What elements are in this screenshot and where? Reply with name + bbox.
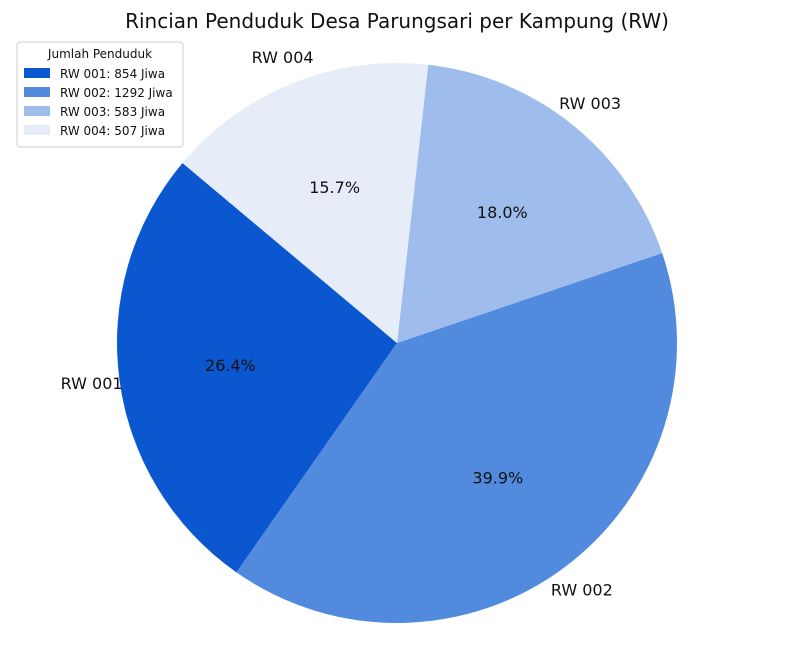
pie-slice-rw-003 [397, 64, 663, 344]
legend-swatch [24, 68, 50, 78]
legend-entries: RW 001: 854 Jiwa RW 002: 1292 Jiwa RW 003:… [24, 67, 173, 138]
legend-swatch [24, 125, 50, 135]
category-label: RW 003 [559, 94, 621, 113]
pie-labels: 26.4% RW 001 39.9% RW 002 18.0% RW 003 15.7% RW… [61, 48, 621, 599]
legend-swatch [24, 87, 50, 97]
category-label: RW 002 [551, 580, 613, 599]
legend-frame [16, 41, 184, 148]
percent-label: 15.7% [309, 178, 360, 197]
pie-slice-rw-002 [236, 253, 677, 623]
legend-entry: RW 003: 583 Jiwa [60, 105, 165, 119]
percent-label: 39.9% [472, 468, 523, 487]
percent-label: 26.4% [205, 356, 256, 375]
category-label: RW 001 [61, 374, 123, 393]
legend: Jumlah Penduduk RW 001: 854 Jiwa RW 002: … [16, 41, 184, 148]
chart-title: Rincian Penduduk Desa Parungsari per Kam… [125, 9, 669, 33]
legend-entry: RW 004: 507 Jiwa [60, 124, 165, 138]
category-label: RW 004 [252, 48, 314, 67]
pie-slice-rw-001 [117, 163, 398, 573]
legend-entry: RW 001: 854 Jiwa [60, 67, 165, 81]
percent-label: 18.0% [477, 203, 528, 222]
pie-slices [117, 62, 677, 623]
pie-slice-rw-004 [182, 62, 429, 343]
legend-swatch [24, 106, 50, 116]
legend-entry: RW 002: 1292 Jiwa [60, 86, 173, 100]
legend-title: Jumlah Penduduk [47, 47, 152, 61]
